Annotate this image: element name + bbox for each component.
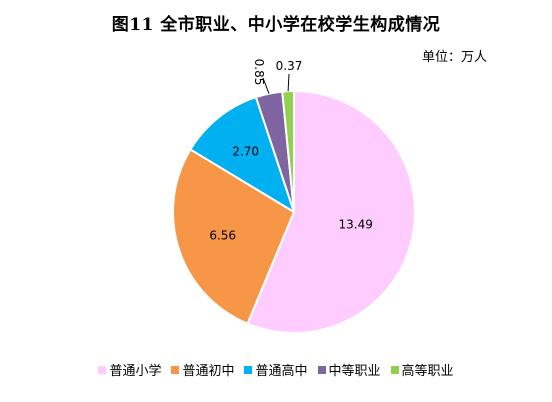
legend-item-primary: 普通小学 <box>98 360 161 379</box>
data-label-secondary-vocational: 0.85 <box>252 59 266 86</box>
legend-item-senior-high: 普通高中 <box>244 360 308 379</box>
unit-label: 单位：万人 <box>422 50 488 65</box>
data-label-primary: 13.49 <box>339 217 373 231</box>
data-label-senior-high: 2.70 <box>232 145 259 159</box>
pie-slice-higher-vocational <box>281 89 295 213</box>
leader-line-higher-vocational <box>287 73 290 92</box>
data-label-junior-high: 6.56 <box>209 228 236 242</box>
legend-item-secondary-vocational: 中等职业 <box>317 360 381 379</box>
legend-swatch-junior-high <box>171 365 180 374</box>
legend-item-junior-high: 普通初中 <box>171 360 234 379</box>
legend-swatch-secondary-vocational <box>317 365 326 374</box>
leader-line-secondary-vocational <box>262 77 270 94</box>
legend-swatch-primary <box>98 365 107 374</box>
pie-slice-junior-high <box>172 148 296 326</box>
legend-label-senior-high: 普通高中 <box>255 364 308 379</box>
legend-swatch-senior-high <box>244 365 253 374</box>
legend: 普通小学 普通初中 普通高中 中等职业 高等职业 <box>0 360 552 379</box>
legend-swatch-higher-vocational <box>390 365 399 374</box>
pie-slice-primary <box>246 89 416 334</box>
legend-item-higher-vocational: 高等职业 <box>390 360 454 379</box>
data-label-higher-vocational: 0.37 <box>276 59 303 73</box>
legend-label-higher-vocational: 高等职业 <box>401 364 454 379</box>
chart-title: 图11 全市职业、中小学在校学生构成情况 <box>111 15 441 35</box>
pie-slice-senior-high <box>189 95 296 215</box>
legend-label-secondary-vocational: 中等职业 <box>328 364 381 379</box>
legend-label-junior-high: 普通初中 <box>182 364 235 379</box>
legend-label-primary: 普通小学 <box>109 364 162 379</box>
